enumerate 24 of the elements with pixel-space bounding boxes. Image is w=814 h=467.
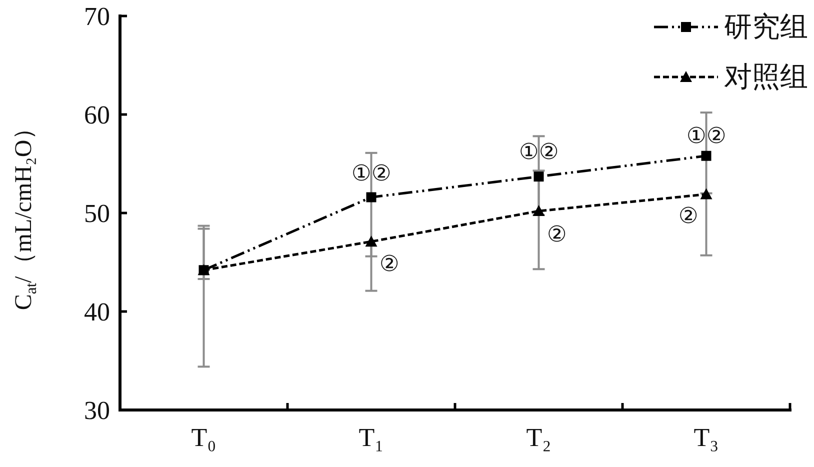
annotation: ①② bbox=[518, 138, 559, 164]
ytick-label: 50 bbox=[84, 198, 110, 228]
legend-label: 研究组 bbox=[724, 12, 808, 42]
point bbox=[700, 188, 712, 200]
point bbox=[532, 205, 545, 216]
annotation: ② bbox=[678, 202, 698, 228]
ytick-label: 30 bbox=[84, 396, 110, 424]
ytick-label: 40 bbox=[84, 297, 110, 326]
point bbox=[366, 192, 376, 202]
xtick-label: T₃ bbox=[694, 423, 719, 452]
point bbox=[198, 265, 209, 276]
point bbox=[701, 150, 712, 161]
xtick-label: T₁ bbox=[358, 423, 384, 452]
ytick-label: 70 bbox=[84, 2, 110, 30]
legend-label: 对照组 bbox=[724, 62, 808, 92]
xtick-label: T₂ bbox=[526, 423, 552, 452]
point bbox=[365, 236, 378, 247]
annotation: ② bbox=[379, 250, 400, 276]
annotation: ①② bbox=[351, 160, 392, 186]
annotation: ② bbox=[546, 221, 567, 246]
xtick-label: T₀ bbox=[191, 423, 216, 452]
ytick-label: 60 bbox=[84, 100, 110, 129]
annotation: ①② bbox=[686, 122, 726, 148]
point bbox=[534, 172, 544, 182]
